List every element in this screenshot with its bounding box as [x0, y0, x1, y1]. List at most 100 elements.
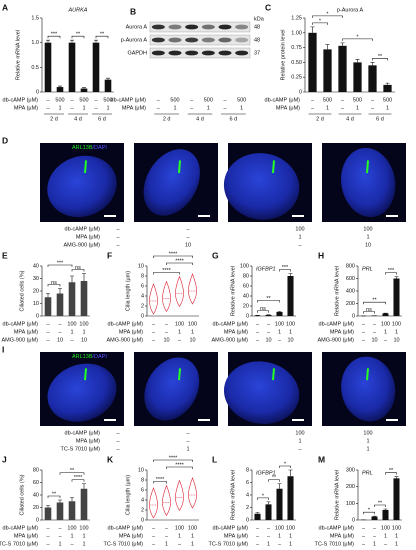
blot-strip	[149, 34, 251, 46]
condition-value: 100	[188, 321, 197, 327]
panel-label: D	[2, 135, 8, 145]
condition-name: MPA (μM)	[14, 105, 38, 111]
y-axis-label: Relative mRNA level	[334, 266, 340, 316]
condition-value: 1	[191, 533, 194, 539]
condition-name: TC-S 7010 (μM)	[103, 541, 143, 547]
condition-value: 10	[163, 337, 169, 343]
significance-bracket	[47, 284, 61, 287]
significance-bracket	[279, 269, 291, 272]
chart-title: p-Aurora A	[337, 7, 364, 13]
error-bar	[70, 275, 74, 283]
condition-value: –	[267, 525, 271, 531]
band-kda: 48	[254, 37, 260, 43]
error-bar	[46, 39, 50, 43]
condition-value: 10	[365, 242, 371, 248]
y-tick-label: 20	[243, 303, 249, 309]
condition-value: 1	[366, 438, 369, 444]
cilium	[272, 368, 275, 381]
nucleus	[223, 361, 300, 425]
significance-label: ns	[75, 265, 81, 271]
condition-value: –	[373, 525, 377, 531]
y-tick-label: 0.50	[291, 60, 302, 66]
condition-value: –	[256, 329, 260, 335]
condition-name: MPA (μM)	[76, 234, 100, 240]
condition-value: –	[157, 97, 161, 103]
y-tick-label: 4	[141, 497, 144, 503]
bar	[44, 42, 52, 92]
condition-value: 1	[178, 533, 181, 539]
condition-value: –	[362, 533, 366, 539]
condition-value: 100	[286, 525, 295, 531]
bar	[80, 281, 88, 316]
y-tick-label: 20	[33, 288, 39, 294]
significance-label: ****	[74, 475, 83, 481]
error-bar	[277, 483, 282, 489]
panel-label: I	[2, 344, 4, 354]
group-label: 4 d	[74, 116, 82, 122]
condition-name: db-cAMP (μM)	[108, 321, 144, 327]
condition-name: db-cAMP (μM)	[265, 97, 301, 103]
y-tick-label: 1.5	[31, 15, 39, 21]
y-tick-label: 40	[243, 293, 249, 299]
condition-value: 500	[103, 97, 112, 103]
blot-band	[201, 50, 215, 56]
y-tick-label: 10	[138, 467, 144, 473]
y-tick-label: 40	[33, 492, 39, 498]
condition-value: –	[371, 105, 375, 111]
condition-value: 100	[381, 321, 390, 327]
chart-title: IGFBP1	[256, 266, 276, 272]
nucleus	[144, 357, 200, 421]
error-bar	[46, 293, 50, 298]
bar	[265, 315, 272, 316]
bar	[308, 32, 317, 92]
condition-value: 100	[392, 525, 401, 531]
cilium	[84, 368, 87, 381]
blot-strip	[149, 21, 251, 33]
condition-value: 10	[393, 337, 399, 343]
condition-name: MPA (μM)	[330, 329, 354, 335]
condition-value: 500	[55, 97, 64, 103]
condition-value: 1	[298, 438, 301, 444]
condition-name: MPA (μM)	[76, 438, 100, 444]
significance-label: **	[389, 468, 394, 474]
bar	[44, 507, 52, 520]
condition-value: 1	[82, 329, 85, 335]
panel-label: L	[212, 454, 217, 464]
condition-value: 1	[373, 541, 376, 547]
significance-bracket	[372, 58, 388, 61]
condition-value: 10	[265, 337, 271, 343]
bar	[323, 49, 332, 92]
condition-value: 100	[381, 525, 390, 531]
condition-value: 100	[275, 525, 284, 531]
group-label: 6 d	[98, 116, 106, 122]
significance-label: *	[262, 493, 265, 499]
y-tick-label: 60	[33, 480, 39, 486]
significance-bracket	[153, 272, 180, 275]
y-tick-label: 0.5	[31, 65, 39, 71]
condition-value: –	[165, 525, 169, 531]
condition-value: –	[373, 533, 377, 539]
condition-value: 100	[295, 226, 304, 232]
condition-value: 1	[106, 105, 109, 111]
condition-name: db-cAMP (μM)	[319, 525, 355, 531]
condition-value: –	[70, 105, 74, 111]
error-bar	[58, 288, 62, 294]
bar	[393, 278, 400, 316]
condition-value: –	[58, 329, 62, 335]
condition-name: MPA (μM)	[119, 533, 143, 539]
condition-value: –	[298, 242, 302, 248]
cilium	[178, 160, 181, 174]
band-name: p-Aurora A	[121, 37, 148, 43]
condition-value: –	[178, 541, 182, 547]
condition-value: –	[298, 446, 302, 452]
condition-value: –	[256, 321, 260, 327]
significance-label: *	[326, 11, 329, 17]
nucleus	[47, 155, 117, 218]
blot-band	[235, 37, 249, 43]
condition-value: –	[116, 438, 120, 444]
blot-band	[185, 24, 199, 30]
violin	[175, 275, 184, 308]
y-tick-label: 800	[346, 263, 355, 269]
error-bar	[288, 469, 293, 477]
cilium	[366, 160, 369, 174]
